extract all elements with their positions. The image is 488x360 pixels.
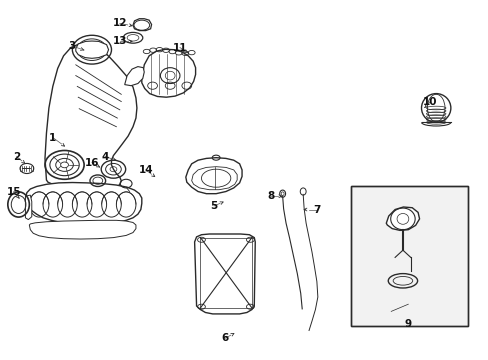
Text: 10: 10 (422, 96, 437, 107)
Polygon shape (124, 67, 144, 86)
Polygon shape (25, 195, 32, 220)
Polygon shape (133, 19, 151, 31)
Ellipse shape (421, 94, 450, 122)
Text: 14: 14 (138, 165, 153, 175)
Text: 11: 11 (172, 42, 187, 53)
Polygon shape (76, 41, 108, 58)
Text: 8: 8 (267, 191, 274, 201)
Text: 9: 9 (404, 319, 411, 329)
Bar (350, 186, 468, 326)
Text: 15: 15 (6, 186, 21, 197)
Text: 7: 7 (312, 204, 320, 215)
Text: 4: 4 (101, 152, 109, 162)
Polygon shape (185, 158, 242, 194)
Polygon shape (142, 49, 195, 97)
Text: 2: 2 (13, 152, 20, 162)
Polygon shape (29, 220, 136, 239)
Text: 13: 13 (112, 36, 127, 46)
Polygon shape (25, 183, 142, 225)
Polygon shape (45, 43, 137, 196)
Text: 5: 5 (210, 201, 217, 211)
Text: 16: 16 (84, 158, 99, 168)
Text: 6: 6 (221, 333, 228, 343)
Bar (350, 186, 468, 326)
Polygon shape (386, 207, 419, 230)
Text: 1: 1 (49, 132, 56, 143)
Text: 12: 12 (112, 18, 127, 28)
Polygon shape (194, 234, 255, 314)
Text: 3: 3 (69, 41, 76, 51)
